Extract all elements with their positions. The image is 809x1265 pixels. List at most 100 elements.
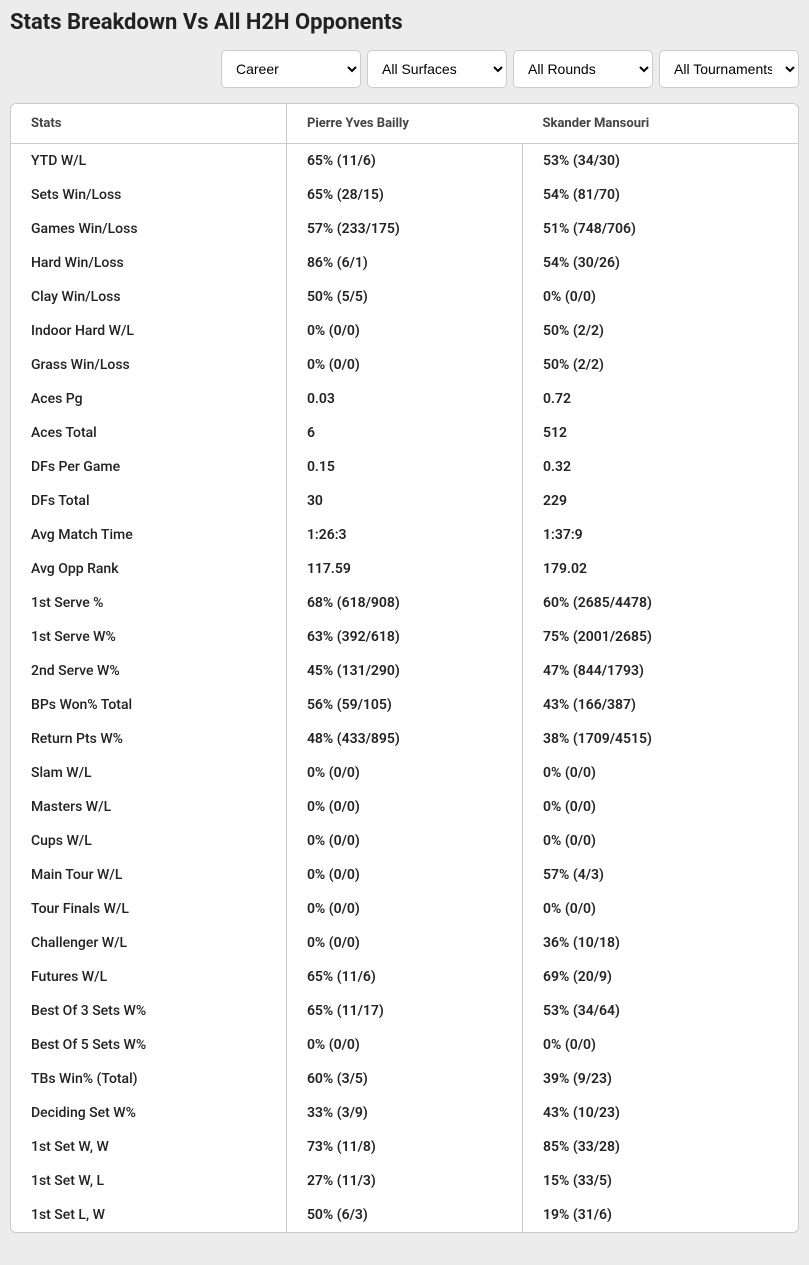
player2-value-cell: 0.32	[523, 450, 798, 484]
stat-name-cell: DFs Total	[11, 484, 286, 518]
player2-value-cell: 50% (2/2)	[523, 348, 798, 382]
table-row: Best Of 3 Sets W%65% (11/17)53% (34/64)	[11, 994, 798, 1028]
stat-name-cell: Grass Win/Loss	[11, 348, 286, 382]
stat-name-cell: Indoor Hard W/L	[11, 314, 286, 348]
stat-name-cell: DFs Per Game	[11, 450, 286, 484]
player1-value-cell: 65% (28/15)	[286, 178, 522, 212]
stat-name-cell: 1st Set L, W	[11, 1198, 286, 1232]
player1-value-cell: 0% (0/0)	[286, 926, 522, 960]
stat-name-cell: 1st Set W, L	[11, 1164, 286, 1198]
player1-value-cell: 0% (0/0)	[286, 1028, 522, 1062]
player1-value-cell: 57% (233/175)	[286, 212, 522, 246]
player1-value-cell: 48% (433/895)	[286, 722, 522, 756]
player1-value-cell: 6	[286, 416, 522, 450]
player2-value-cell: 57% (4/3)	[523, 858, 798, 892]
player2-value-cell: 53% (34/64)	[523, 994, 798, 1028]
player1-value-cell: 56% (59/105)	[286, 688, 522, 722]
col-header-player1: Pierre Yves Bailly	[286, 104, 522, 144]
table-row: 1st Set W, W73% (11/8)85% (33/28)	[11, 1130, 798, 1164]
col-header-stats: Stats	[11, 104, 286, 144]
player2-value-cell: 512	[523, 416, 798, 450]
player2-value-cell: 54% (30/26)	[523, 246, 798, 280]
player1-value-cell: 0.03	[286, 382, 522, 416]
player1-value-cell: 1:26:3	[286, 518, 522, 552]
player2-value-cell: 36% (10/18)	[523, 926, 798, 960]
table-row: Sets Win/Loss65% (28/15)54% (81/70)	[11, 178, 798, 212]
table-row: Challenger W/L0% (0/0)36% (10/18)	[11, 926, 798, 960]
player2-value-cell: 69% (20/9)	[523, 960, 798, 994]
player1-value-cell: 60% (3/5)	[286, 1062, 522, 1096]
player1-value-cell: 65% (11/17)	[286, 994, 522, 1028]
player1-value-cell: 30	[286, 484, 522, 518]
player1-value-cell: 0% (0/0)	[286, 756, 522, 790]
player2-value-cell: 54% (81/70)	[523, 178, 798, 212]
table-row: Cups W/L0% (0/0)0% (0/0)	[11, 824, 798, 858]
player2-value-cell: 38% (1709/4515)	[523, 722, 798, 756]
player2-value-cell: 0% (0/0)	[523, 1028, 798, 1062]
filter-bar: Career All Surfaces All Rounds All Tourn…	[10, 50, 799, 88]
table-row: Main Tour W/L0% (0/0)57% (4/3)	[11, 858, 798, 892]
stat-name-cell: Aces Total	[11, 416, 286, 450]
stat-name-cell: Games Win/Loss	[11, 212, 286, 246]
player2-value-cell: 179.02	[523, 552, 798, 586]
stat-name-cell: Best Of 5 Sets W%	[11, 1028, 286, 1062]
table-row: TBs Win% (Total)60% (3/5)39% (9/23)	[11, 1062, 798, 1096]
stat-name-cell: Main Tour W/L	[11, 858, 286, 892]
stat-name-cell: Hard Win/Loss	[11, 246, 286, 280]
player2-value-cell: 0.72	[523, 382, 798, 416]
table-row: DFs Per Game0.150.32	[11, 450, 798, 484]
table-row: Aces Pg0.030.72	[11, 382, 798, 416]
player1-value-cell: 33% (3/9)	[286, 1096, 522, 1130]
player1-value-cell: 68% (618/908)	[286, 586, 522, 620]
player2-value-cell: 0% (0/0)	[523, 280, 798, 314]
stat-name-cell: Tour Finals W/L	[11, 892, 286, 926]
player1-value-cell: 0% (0/0)	[286, 348, 522, 382]
stat-name-cell: Avg Match Time	[11, 518, 286, 552]
table-row: Slam W/L0% (0/0)0% (0/0)	[11, 756, 798, 790]
stat-name-cell: Clay Win/Loss	[11, 280, 286, 314]
stat-name-cell: Return Pts W%	[11, 722, 286, 756]
table-row: YTD W/L65% (11/6)53% (34/30)	[11, 144, 798, 179]
stat-name-cell: 2nd Serve W%	[11, 654, 286, 688]
player1-value-cell: 0.15	[286, 450, 522, 484]
table-row: Aces Total6512	[11, 416, 798, 450]
player2-value-cell: 47% (844/1793)	[523, 654, 798, 688]
player2-value-cell: 75% (2001/2685)	[523, 620, 798, 654]
rounds-select[interactable]: All Rounds	[513, 50, 653, 88]
player2-value-cell: 0% (0/0)	[523, 892, 798, 926]
player1-value-cell: 0% (0/0)	[286, 892, 522, 926]
table-row: 1st Set W, L27% (11/3)15% (33/5)	[11, 1164, 798, 1198]
player2-value-cell: 50% (2/2)	[523, 314, 798, 348]
player2-value-cell: 53% (34/30)	[523, 144, 798, 179]
table-row: Return Pts W%48% (433/895)38% (1709/4515…	[11, 722, 798, 756]
table-row: Masters W/L0% (0/0)0% (0/0)	[11, 790, 798, 824]
player1-value-cell: 50% (6/3)	[286, 1198, 522, 1232]
table-row: BPs Won% Total56% (59/105)43% (166/387)	[11, 688, 798, 722]
stat-name-cell: YTD W/L	[11, 144, 286, 179]
player2-value-cell: 1:37:9	[523, 518, 798, 552]
stats-table-container: Stats Pierre Yves Bailly Skander Mansour…	[10, 103, 799, 1233]
stat-name-cell: Sets Win/Loss	[11, 178, 286, 212]
player2-value-cell: 0% (0/0)	[523, 824, 798, 858]
player1-value-cell: 65% (11/6)	[286, 960, 522, 994]
player1-value-cell: 0% (0/0)	[286, 314, 522, 348]
table-row: Best Of 5 Sets W%0% (0/0)0% (0/0)	[11, 1028, 798, 1062]
stat-name-cell: Deciding Set W%	[11, 1096, 286, 1130]
stat-name-cell: BPs Won% Total	[11, 688, 286, 722]
career-select[interactable]: Career	[221, 50, 361, 88]
stat-name-cell: TBs Win% (Total)	[11, 1062, 286, 1096]
table-row: Games Win/Loss57% (233/175)51% (748/706)	[11, 212, 798, 246]
player2-value-cell: 85% (33/28)	[523, 1130, 798, 1164]
player2-value-cell: 0% (0/0)	[523, 756, 798, 790]
table-row: 1st Serve W%63% (392/618)75% (2001/2685)	[11, 620, 798, 654]
page-title: Stats Breakdown Vs All H2H Opponents	[10, 10, 799, 35]
player1-value-cell: 27% (11/3)	[286, 1164, 522, 1198]
player2-value-cell: 19% (31/6)	[523, 1198, 798, 1232]
stat-name-cell: Aces Pg	[11, 382, 286, 416]
player1-value-cell: 50% (5/5)	[286, 280, 522, 314]
tournaments-select[interactable]: All Tournaments	[659, 50, 799, 88]
surface-select[interactable]: All Surfaces	[367, 50, 507, 88]
table-row: 1st Set L, W50% (6/3)19% (31/6)	[11, 1198, 798, 1232]
table-row: Grass Win/Loss0% (0/0)50% (2/2)	[11, 348, 798, 382]
table-row: Tour Finals W/L0% (0/0)0% (0/0)	[11, 892, 798, 926]
